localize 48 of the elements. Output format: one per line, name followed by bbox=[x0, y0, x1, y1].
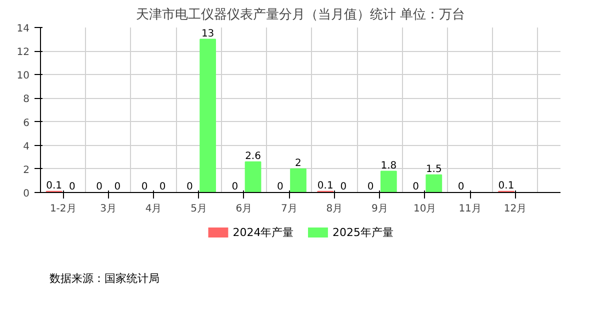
source-note: 数据来源：国家统计局 bbox=[50, 272, 160, 285]
x-tick-label: 4月 bbox=[145, 204, 162, 214]
data-label: 0 bbox=[68, 182, 76, 192]
data-label: 0 bbox=[186, 182, 193, 192]
y-tick-label: 6 bbox=[23, 118, 30, 129]
bar bbox=[290, 168, 306, 192]
x-tick-label: 11月 bbox=[458, 204, 482, 214]
bar bbox=[380, 170, 397, 192]
bar bbox=[426, 174, 442, 192]
data-label: 0.1 bbox=[46, 180, 62, 192]
data-label: 0 bbox=[340, 182, 347, 192]
x-tick-label: 6月 bbox=[236, 204, 252, 214]
x-tick-label: 10月 bbox=[413, 204, 436, 214]
data-label: 0 bbox=[114, 182, 121, 192]
data-label: 0 bbox=[412, 182, 419, 192]
x-tick-label: 5月 bbox=[190, 204, 207, 214]
data-label: 0.1 bbox=[498, 180, 514, 192]
bar bbox=[200, 38, 216, 192]
y-tick-label: 10 bbox=[16, 70, 30, 82]
x-tick-label: 9月 bbox=[371, 204, 388, 214]
x-tick-label: 3月 bbox=[100, 204, 117, 214]
data-label: 0.1 bbox=[317, 180, 334, 192]
x-tick-label: 1-2月 bbox=[50, 204, 76, 214]
data-label: 1.5 bbox=[426, 164, 442, 175]
data-label: 0 bbox=[141, 182, 148, 192]
bar bbox=[244, 161, 262, 192]
data-label: 0 bbox=[232, 182, 238, 192]
x-tick-label: 12月 bbox=[504, 204, 527, 214]
data-label: 0 bbox=[96, 182, 102, 192]
y-tick-label: 0 bbox=[23, 188, 30, 200]
chart-title: 天津市电工仪器仪表产量分月（当月值）统计 单位：万台 bbox=[136, 8, 466, 22]
data-label: 2.6 bbox=[245, 150, 261, 162]
legend-label: 2025年产量 bbox=[332, 226, 394, 239]
data-label: 0 bbox=[367, 182, 374, 192]
y-tick-label: 14 bbox=[16, 24, 30, 34]
y-tick-label: 8 bbox=[23, 94, 30, 106]
x-tick-label: 8月 bbox=[326, 204, 343, 214]
x-tick-label: 7月 bbox=[281, 204, 298, 214]
data-label: 1.8 bbox=[380, 160, 397, 172]
data-label: 13 bbox=[201, 28, 214, 40]
data-label: 0 bbox=[458, 182, 464, 192]
data-label: 0 bbox=[159, 182, 166, 192]
y-tick-label: 4 bbox=[23, 141, 30, 152]
legend-label: 2024年产量 bbox=[232, 226, 294, 239]
data-label: 2 bbox=[295, 158, 302, 169]
data-label: 0 bbox=[276, 182, 284, 192]
y-tick-label: 2 bbox=[23, 164, 30, 176]
y-tick-label: 12 bbox=[16, 47, 30, 58]
